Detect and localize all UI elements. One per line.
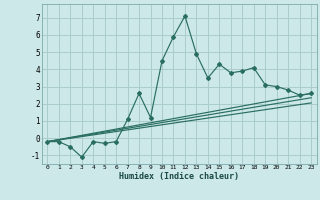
X-axis label: Humidex (Indice chaleur): Humidex (Indice chaleur): [119, 172, 239, 181]
